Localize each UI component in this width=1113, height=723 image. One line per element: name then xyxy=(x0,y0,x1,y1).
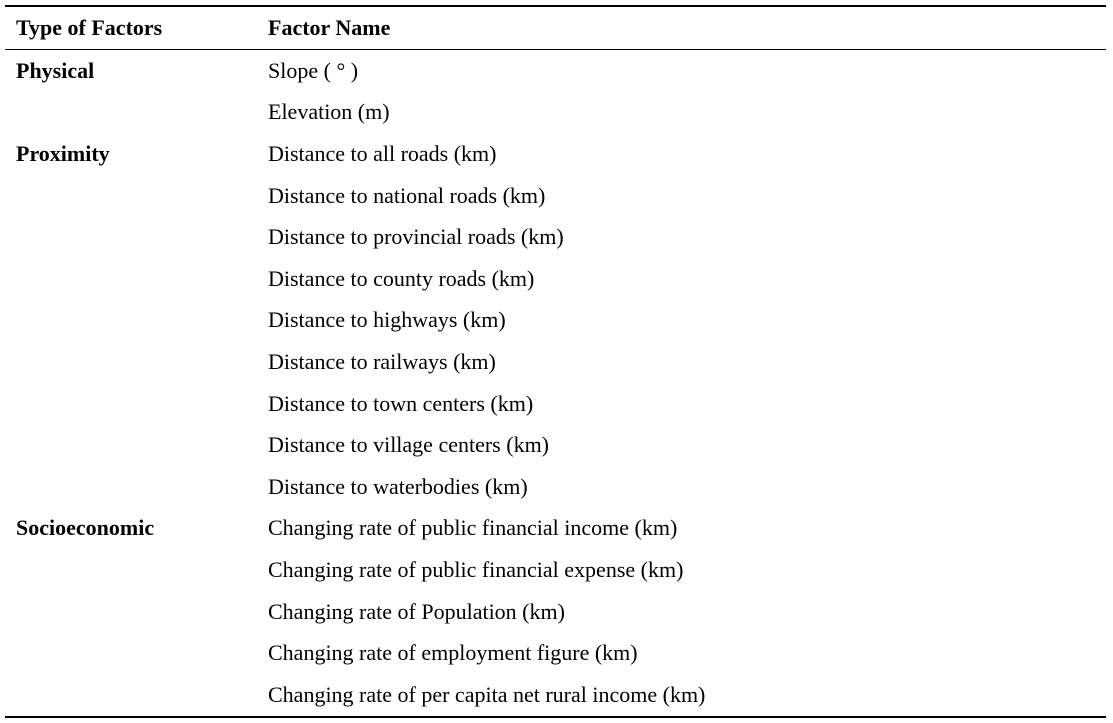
table-row: Distance to national roads (km) xyxy=(5,175,1106,217)
table-row: Distance to village centers (km) xyxy=(5,424,1106,466)
table-row: Proximity Distance to all roads (km) xyxy=(5,133,1106,175)
factor-name-cell: Distance to provincial roads (km) xyxy=(268,224,564,250)
table-body: Physical Slope ( ° ) Elevation (m) Proxi… xyxy=(5,50,1106,716)
table-row: Changing rate of public financial expens… xyxy=(5,549,1106,591)
factor-name-cell: Changing rate of per capita net rural in… xyxy=(268,681,706,707)
top-rule xyxy=(5,5,1106,7)
factor-name-cell: Changing rate of Population (km) xyxy=(268,598,565,624)
table-header-row: Type of Factors Factor Name xyxy=(5,7,1106,49)
factor-name-cell: Distance to highways (km) xyxy=(268,307,506,333)
table-row: Changing rate of employment figure (km) xyxy=(5,632,1106,674)
factor-type-cell: Socioeconomic xyxy=(16,515,155,541)
factor-name-cell: Changing rate of public financial income… xyxy=(268,515,678,541)
factor-name-cell: Distance to waterbodies (km) xyxy=(268,473,528,499)
factor-name-cell: Distance to national roads (km) xyxy=(268,182,546,208)
header-type-of-factors: Type of Factors xyxy=(16,15,163,40)
header-rule xyxy=(5,49,1106,50)
factor-name-cell: Distance to county roads (km) xyxy=(268,265,535,291)
table-row: Distance to highways (km) xyxy=(5,300,1106,342)
factor-name-cell: Distance to all roads (km) xyxy=(268,140,497,166)
factor-name-cell: Distance to town centers (km) xyxy=(268,390,534,416)
header-factor-name: Factor Name xyxy=(268,15,391,40)
bottom-rule xyxy=(5,715,1106,718)
table-row: Distance to provincial roads (km) xyxy=(5,216,1106,258)
table-row: Elevation (m) xyxy=(5,92,1106,134)
factor-name-cell: Changing rate of employment figure (km) xyxy=(268,640,638,666)
table-row: Distance to waterbodies (km) xyxy=(5,466,1106,508)
factor-name-cell: Elevation (m) xyxy=(268,99,390,125)
table-row: Distance to county roads (km) xyxy=(5,258,1106,300)
table-row: Socioeconomic Changing rate of public fi… xyxy=(5,508,1106,550)
table-row: Changing rate of Population (km) xyxy=(5,591,1106,633)
factor-name-cell: Distance to railways (km) xyxy=(268,348,496,374)
table-row: Changing rate of per capita net rural in… xyxy=(5,674,1106,716)
table-row: Distance to railways (km) xyxy=(5,341,1106,383)
table-row: Distance to town centers (km) xyxy=(5,383,1106,425)
factor-name-cell: Changing rate of public financial expens… xyxy=(268,556,684,582)
table-row: Physical Slope ( ° ) xyxy=(5,50,1106,92)
factor-type-cell: Proximity xyxy=(16,140,110,166)
factors-table: Type of Factors Factor Name Physical Slo… xyxy=(5,5,1106,718)
factor-name-cell: Distance to village centers (km) xyxy=(268,432,550,458)
factor-name-cell: Slope ( ° ) xyxy=(268,57,359,83)
factor-type-cell: Physical xyxy=(16,57,95,83)
